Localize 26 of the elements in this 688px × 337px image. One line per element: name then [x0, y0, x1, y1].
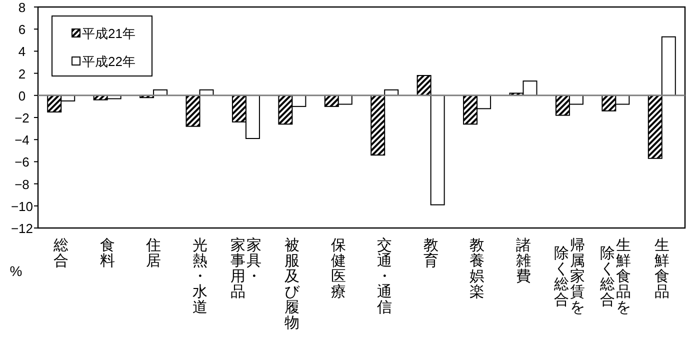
x-tick-label: 保健医療 [330, 237, 346, 300]
x-tick-label: 交通・通信 [377, 237, 392, 316]
legend-label: 平成21年 [82, 26, 136, 41]
x-tick-label: 被服及び履物 [284, 237, 301, 332]
y-axis-title: % [10, 263, 22, 279]
y-tick-label: −10 [10, 198, 34, 214]
y-tick-label: −2 [14, 110, 30, 126]
x-tick-label: 家具・家事用品 [230, 237, 262, 300]
x-tick-label: 生鮮食品 [654, 237, 670, 300]
y-tick-label: 2 [18, 66, 26, 82]
y-tick-label: 0 [18, 88, 26, 104]
y-tick-label: −6 [14, 154, 30, 170]
y-tick-label: 6 [18, 22, 26, 38]
x-tick-label: 諸雑費 [516, 237, 531, 285]
y-tick-label: 8 [18, 0, 26, 15]
y-tick-label: 4 [18, 44, 26, 60]
x-tick-label: 住居 [145, 237, 162, 270]
x-tick-label: 教養娯楽 [470, 237, 485, 300]
x-tick-label: 総合 [52, 237, 69, 270]
legend-label: 平成22年 [82, 54, 136, 69]
x-tick-label: 教育 [423, 237, 438, 270]
y-tick-label: −4 [14, 132, 30, 148]
y-tick-label: −12 [10, 221, 34, 236]
x-tick-label: 光熱・水道 [192, 237, 208, 316]
x-tick-label: 食料 [100, 237, 115, 270]
y-tick-label: −8 [14, 176, 30, 192]
